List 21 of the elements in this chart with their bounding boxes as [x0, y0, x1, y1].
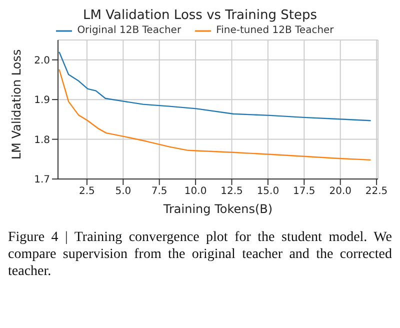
- x-tick-label: 20.0: [329, 186, 352, 198]
- chart-title: LM Validation Loss vs Training Steps: [82, 8, 318, 23]
- line-series: [58, 51, 372, 122]
- x-tick-label: 7.5: [151, 186, 168, 198]
- x-tick-label: 15.0: [256, 186, 280, 198]
- y-tick-label: 2.0: [34, 55, 50, 66]
- x-tick-label: 22.5: [365, 186, 388, 198]
- x-tick-label: 5.0: [115, 186, 132, 198]
- x-axis-title: Training Tokens(B): [162, 202, 273, 216]
- line-series: [58, 68, 372, 161]
- y-tick-label: 1.7: [34, 174, 50, 186]
- x-tick-label: 2.5: [79, 186, 95, 198]
- y-axis-title: LM Validation Loss: [9, 49, 24, 160]
- caption: Figure 4 | Training convergence plot for the student model. We compare supervision from the original teacher and the corrected teacher.: [8, 229, 392, 280]
- legend-label: Original 12B Teacher: [76, 25, 182, 36]
- y-tick-label: 1.9: [34, 95, 50, 106]
- x-tick-label: 10.0: [184, 186, 207, 198]
- x-tick-label: 12.5: [220, 186, 243, 198]
- legend-label: Fine-tuned 12B Teacher: [215, 25, 334, 36]
- y-tick-label: 1.8: [34, 134, 50, 146]
- x-tick-label: 17.5: [293, 186, 316, 198]
